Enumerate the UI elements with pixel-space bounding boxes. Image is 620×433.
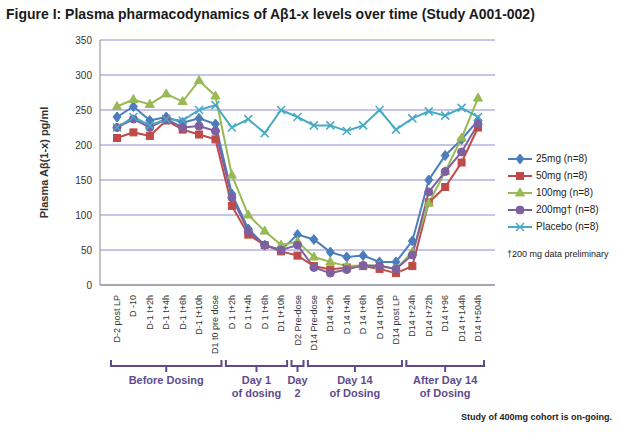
svg-text:D14 t+24h: D14 t+24h — [407, 295, 417, 337]
svg-text:0: 0 — [86, 280, 92, 291]
svg-text:D1 t0 pre dose: D1 t0 pre dose — [210, 295, 220, 354]
html-text:200mg† (n=8): 200mg† (n=8) — [536, 204, 599, 215]
svg-text:150: 150 — [75, 175, 92, 186]
svg-text:D-1 t+4h: D-1 t+4h — [161, 295, 171, 330]
svg-text:D 14 t+6h: D 14 t+6h — [358, 295, 368, 334]
svg-text:350: 350 — [75, 35, 92, 46]
svg-text:D2 Pre-dose: D2 Pre-dose — [293, 295, 303, 346]
svg-text:D14 t+504h: D14 t+504h — [473, 295, 483, 342]
svg-text:100: 100 — [75, 210, 92, 221]
svg-text:D 1 t+2h: D 1 t+2h — [227, 295, 237, 329]
svg-text:D 14 t+4h: D 14 t+4h — [342, 295, 352, 334]
svg-text:300: 300 — [75, 70, 92, 81]
html-text:Before Dosing: Before Dosing — [128, 374, 204, 386]
svg-text:D 14 t+10h: D 14 t+10h — [375, 295, 385, 339]
html-text:Placebo (n=8): Placebo (n=8) — [536, 221, 599, 232]
svg-text:Plasma Aβ(1-x) pg/ml: Plasma Aβ(1-x) pg/ml — [38, 107, 50, 218]
html-text:of Dosing: of Dosing — [329, 387, 381, 399]
svg-text:250: 250 — [75, 105, 92, 116]
svg-text:200: 200 — [75, 140, 92, 151]
svg-text:D -10: D -10 — [128, 295, 138, 317]
svg-text:D-2 post LP: D-2 post LP — [112, 295, 122, 343]
html-text:Figure I: Plasma pharmacodynam: Figure I: Plasma pharmacodynamics of Aβ1… — [6, 6, 535, 22]
svg-text:D14 post LP: D14 post LP — [391, 295, 401, 345]
html-text:Study of 400mg cohort is on-go: Study of 400mg cohort is on-going. — [461, 412, 612, 422]
html-text:25mg (n=8): 25mg (n=8) — [536, 153, 588, 164]
svg-text:D 1 t+6h: D 1 t+6h — [260, 295, 270, 329]
html-text:†200 mg data preliminary: †200 mg data preliminary — [507, 249, 609, 259]
html-text:100mg (n=8): 100mg (n=8) — [536, 187, 593, 198]
svg-text:D14 t+144h: D14 t+144h — [457, 295, 467, 342]
svg-text:D-1 t+6h: D-1 t+6h — [178, 295, 188, 330]
html-text:Day 1: Day 1 — [241, 374, 272, 386]
svg-text:D14 Pre-dose: D14 Pre-dose — [309, 295, 319, 351]
svg-text:D 1 t+4h: D 1 t+4h — [243, 295, 253, 329]
svg-text:D-1 t+2h: D-1 t+2h — [145, 295, 155, 330]
svg-text:D14 t+2h: D14 t+2h — [325, 295, 335, 332]
html-text:2: 2 — [294, 387, 301, 399]
html-text:of Dosing: of Dosing — [419, 387, 471, 399]
svg-text:50: 50 — [81, 245, 93, 256]
svg-text:D1 t+10h: D1 t+10h — [276, 295, 286, 332]
html-text:of dosing: of dosing — [231, 387, 282, 399]
svg-text:D14 t+96: D14 t+96 — [440, 295, 450, 332]
html-text:Day: Day — [287, 374, 308, 386]
html-text:After Day 14: After Day 14 — [413, 374, 478, 386]
html-text:50mg (n=8): 50mg (n=8) — [536, 170, 588, 181]
svg-text:D14 t+72h: D14 t+72h — [424, 295, 434, 337]
html-text:Day 14: Day 14 — [337, 374, 373, 386]
svg-text:D-1 t+10h: D-1 t+10h — [194, 295, 204, 335]
